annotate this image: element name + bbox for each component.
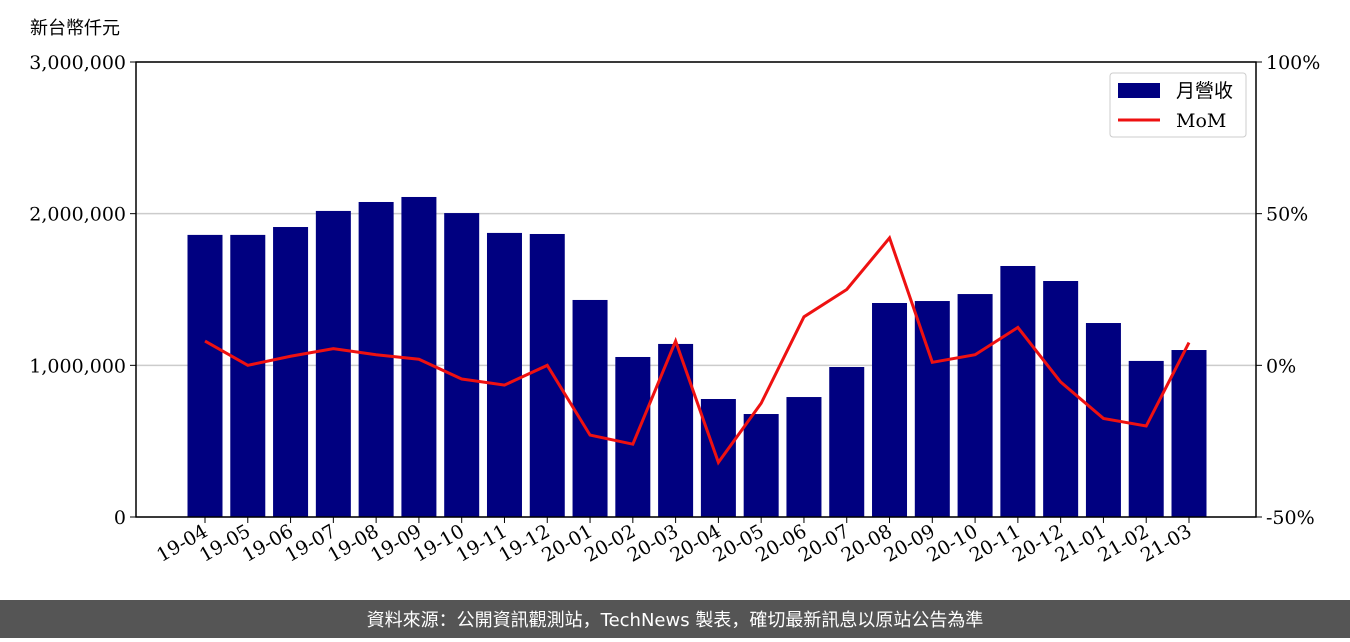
bar: [486, 232, 522, 517]
bar: [1000, 265, 1036, 517]
bar: [187, 234, 223, 517]
y2-tick-label: -50%: [1266, 507, 1315, 529]
bar: [957, 294, 993, 517]
bar: [572, 299, 608, 517]
x-tick-label: 21-03: [1137, 520, 1195, 566]
bar: [872, 302, 908, 517]
plot-frame: [135, 61, 1257, 518]
bar: [273, 227, 309, 517]
y2-tick-label: 0%: [1266, 355, 1296, 377]
bar: [1128, 360, 1164, 517]
y-tick-label: 0: [114, 507, 126, 529]
line: [204, 234, 1191, 466]
y-tick-label: 3,000,000: [29, 52, 126, 74]
y2-tick-label: 50%: [1266, 204, 1308, 226]
footer-bar: [0, 600, 1350, 638]
bar: [615, 356, 651, 517]
bar: [315, 210, 351, 518]
y2-tick-label: 100%: [1266, 52, 1320, 74]
bar: [529, 233, 565, 518]
bar: [743, 414, 779, 517]
bar: [914, 301, 950, 517]
legend-label: MoM: [1176, 110, 1226, 132]
bar: [358, 201, 394, 517]
bar: [786, 397, 822, 517]
y-axis-label: 新台幣仟元: [30, 18, 120, 39]
footer: 資料來源：公開資訊觀測站，TechNews 製表，確切最新訊息以原站公告為準: [367, 610, 984, 631]
legend-swatch: [1118, 83, 1160, 98]
bar: [230, 234, 266, 517]
bar: [829, 367, 865, 517]
legend-label: 月營收: [1176, 80, 1233, 102]
bar: [1043, 281, 1079, 517]
y-tick-label: 2,000,000: [29, 204, 126, 226]
bar: [1171, 350, 1207, 517]
bar: [444, 213, 480, 517]
y-tick-label: 1,000,000: [29, 355, 126, 377]
